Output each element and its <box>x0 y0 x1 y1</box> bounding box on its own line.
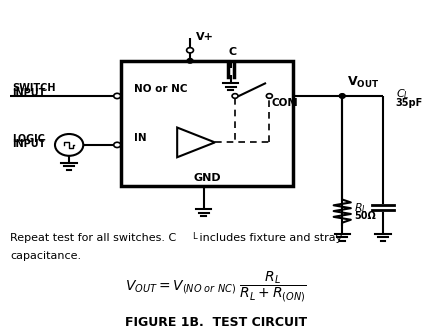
Text: Repeat test for all switches. C: Repeat test for all switches. C <box>10 232 176 242</box>
Text: includes fixture and stray: includes fixture and stray <box>197 232 343 242</box>
Text: IN: IN <box>134 133 147 143</box>
Text: 50Ω: 50Ω <box>354 211 375 221</box>
Circle shape <box>267 94 272 98</box>
Text: GND: GND <box>194 173 221 183</box>
Text: INPUT: INPUT <box>12 139 45 149</box>
Circle shape <box>114 142 121 148</box>
Text: LOGIC: LOGIC <box>12 134 45 144</box>
Text: $\mathbf{V_{OUT}}$: $\mathbf{V_{OUT}}$ <box>346 75 379 90</box>
Text: capacitance.: capacitance. <box>10 251 81 261</box>
Text: V+: V+ <box>196 32 213 42</box>
Circle shape <box>187 48 194 53</box>
Circle shape <box>55 134 83 156</box>
Text: $C_L$: $C_L$ <box>396 88 410 101</box>
Circle shape <box>114 93 121 99</box>
Text: $V_{OUT} = V_{(NO\ or\ NC)}\ \dfrac{R_L}{R_L + R_{(ON)}}$: $V_{OUT} = V_{(NO\ or\ NC)}\ \dfrac{R_L}… <box>125 270 307 304</box>
Text: C: C <box>229 47 237 57</box>
Text: $R_L$: $R_L$ <box>354 201 367 215</box>
FancyBboxPatch shape <box>121 61 293 186</box>
Circle shape <box>232 94 238 98</box>
Text: INPUT: INPUT <box>12 88 45 98</box>
Text: 35pF: 35pF <box>396 98 423 108</box>
Text: COM: COM <box>271 98 298 108</box>
Circle shape <box>339 94 345 98</box>
Text: NO or NC: NO or NC <box>134 84 188 94</box>
Text: L: L <box>192 231 197 240</box>
Text: SWITCH: SWITCH <box>12 83 56 93</box>
Text: FIGURE 1B.  TEST CIRCUIT: FIGURE 1B. TEST CIRCUIT <box>125 316 307 329</box>
Circle shape <box>187 59 193 63</box>
